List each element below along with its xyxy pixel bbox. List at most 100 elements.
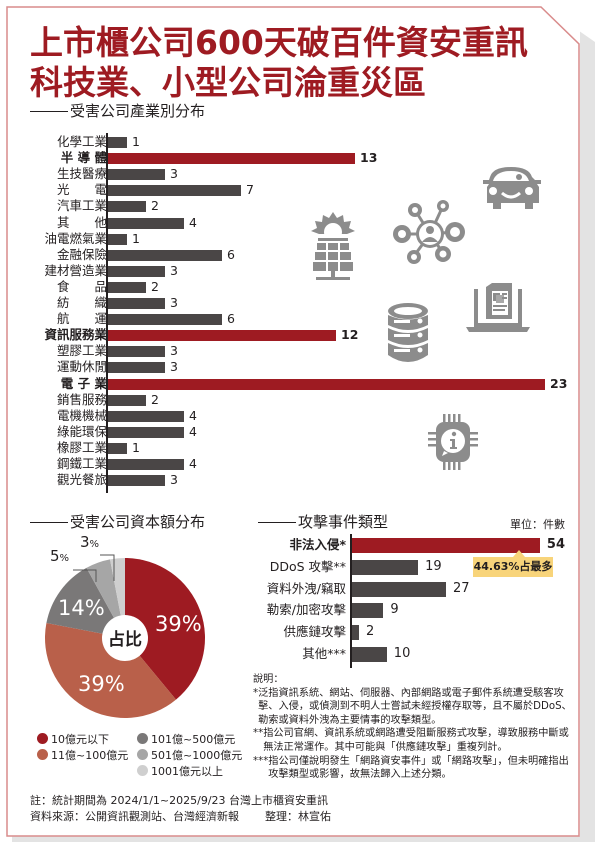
industry-label: 綠能環保 bbox=[56, 423, 107, 439]
industry-bar bbox=[108, 201, 146, 213]
attack-label: 勒索/加密攻擊 bbox=[266, 602, 346, 618]
industry-label: 紡 織 bbox=[56, 295, 107, 310]
industry-label: 航 運 bbox=[56, 311, 107, 327]
attack-bar bbox=[352, 625, 359, 641]
attack-bar bbox=[352, 647, 387, 662]
industry-bar bbox=[108, 137, 127, 148]
industry-bar bbox=[108, 281, 146, 293]
industry-value: 23 bbox=[550, 375, 568, 391]
notes: 說明： * 泛指資訊系統、網站、伺服器、內部網路或電子郵件系統遭受駭客攻擊、入侵，… bbox=[253, 673, 573, 782]
industry-label: 半 導 體 bbox=[60, 150, 107, 166]
legend-item-2: 11億~100億元 bbox=[37, 748, 128, 763]
footer-note: 註：統計期間為 2024/1/1~2025/9/23 台灣上市櫃資安重訊 bbox=[30, 794, 329, 807]
industry-bar bbox=[108, 346, 165, 358]
page-title-line2: 科技業、小型公司淪重災區 bbox=[30, 63, 426, 102]
footer-source-line: 資料來源：公開資訊觀測站、台灣經濟新報 整理：林宣佑 bbox=[30, 809, 331, 825]
industry-label: 油電燃氣業 bbox=[44, 230, 107, 246]
industry-bar bbox=[108, 394, 146, 406]
industry-value: 2 bbox=[151, 391, 159, 407]
pie-center-label: 占比 bbox=[108, 630, 142, 650]
attack-label: 供應鏈攻擊 bbox=[283, 624, 346, 640]
industry-axis bbox=[106, 133, 108, 493]
industry-label: 其 他 bbox=[56, 214, 107, 230]
industry-bar bbox=[108, 233, 127, 245]
legend-item-4: 501億~1000億元 bbox=[137, 748, 242, 763]
laptop-document-icon bbox=[466, 283, 530, 332]
industry-bar bbox=[108, 410, 184, 422]
industry-bar bbox=[108, 362, 165, 374]
industry-bar bbox=[108, 265, 165, 277]
industry-bar bbox=[108, 298, 165, 309]
attack-value: 19 bbox=[425, 558, 442, 574]
industry-label: 觀光餐旅 bbox=[56, 472, 107, 488]
attack-value: 10 bbox=[393, 646, 411, 661]
industry-value: 3 bbox=[170, 472, 178, 488]
industry-label: 光 電 bbox=[56, 182, 107, 198]
industry-bar bbox=[108, 475, 165, 487]
unit-label: 單位：件數 bbox=[510, 518, 565, 531]
industry-label: 化學工業 bbox=[56, 134, 107, 149]
industry-bar bbox=[108, 314, 222, 326]
industry-label: 鋼鐵工業 bbox=[56, 456, 107, 471]
industry-bar bbox=[108, 426, 184, 438]
legend-dot-icon bbox=[37, 733, 48, 744]
attack-value: 2 bbox=[365, 624, 375, 640]
industry-bar bbox=[108, 378, 545, 390]
industry-value: 1 bbox=[132, 134, 140, 149]
industry-value: 3 bbox=[170, 295, 178, 310]
database-icon bbox=[388, 303, 428, 362]
capital-subtitle-text: 受害公司資本額分布 bbox=[70, 513, 206, 531]
legend-item-1: 10億元以下 bbox=[37, 732, 109, 747]
industry-label: 金融保險 bbox=[56, 246, 107, 262]
network-user-icon bbox=[393, 200, 465, 264]
pie-pct-c: 14% bbox=[58, 596, 105, 620]
industry-value: 1 bbox=[132, 439, 140, 455]
pie-pct-e: 3% bbox=[80, 533, 100, 551]
industry-value: 12 bbox=[341, 327, 359, 343]
industry-value: 3 bbox=[170, 262, 178, 278]
industry-value: 4 bbox=[189, 214, 197, 230]
legend-item-3: 101億~500億元 bbox=[137, 732, 235, 747]
attack-subtitle-text: 攻擊事件類型 bbox=[298, 513, 389, 531]
pie-leader-5 bbox=[73, 569, 97, 582]
industry-bar bbox=[108, 459, 184, 470]
industry-value: 4 bbox=[189, 423, 197, 439]
industry-bar bbox=[108, 249, 222, 261]
industry-value: 6 bbox=[227, 246, 235, 262]
industry-label: 建材營造業 bbox=[44, 262, 107, 278]
industry-label: 銷售服務 bbox=[56, 391, 107, 407]
industry-bar bbox=[108, 217, 184, 229]
industry-value: 4 bbox=[189, 456, 197, 471]
page-title-line1: 上市櫃公司600天破百件資安重訊 bbox=[30, 23, 528, 62]
footer-source: 資料來源：公開資訊觀測站、台灣經濟新報 bbox=[30, 810, 239, 823]
industry-label: 資訊服務業 bbox=[44, 327, 107, 343]
attack-subtitle: 攻擊事件類型 bbox=[258, 511, 388, 532]
pie-leader-3 bbox=[100, 554, 115, 581]
attack-label: DDoS 攻擊** bbox=[269, 558, 346, 574]
attack-axis bbox=[350, 534, 352, 668]
capital-pie-chart bbox=[45, 554, 205, 718]
industry-value: 3 bbox=[170, 343, 178, 359]
industry-bar bbox=[108, 185, 241, 197]
attack-label: 非法入侵* bbox=[289, 537, 346, 552]
callout-badge: 44.63%占最多 bbox=[473, 550, 553, 577]
capital-subtitle: 受害公司資本額分布 bbox=[30, 511, 205, 532]
pie-slice bbox=[45, 623, 176, 718]
pie-slice bbox=[46, 567, 125, 638]
industry-value: 7 bbox=[246, 182, 254, 198]
legend-dot-icon bbox=[137, 733, 148, 744]
legend-dot-icon bbox=[137, 749, 148, 760]
industry-label: 食 品 bbox=[56, 278, 107, 294]
industry-bar bbox=[108, 330, 336, 342]
industry-label: 電 子 業 bbox=[60, 375, 107, 391]
attack-value: 27 bbox=[452, 580, 470, 596]
car-icon bbox=[483, 167, 541, 209]
attack-label: 資料外洩/竊取 bbox=[266, 580, 346, 596]
industry-value: 2 bbox=[151, 278, 159, 294]
attack-bar bbox=[352, 538, 540, 553]
industry-bar bbox=[108, 153, 355, 165]
footer: 註：統計期間為 2024/1/1~2025/9/23 台灣上市櫃資安重訊 資料來… bbox=[30, 793, 331, 825]
legend-dot-icon bbox=[37, 749, 48, 760]
industry-value: 4 bbox=[189, 407, 197, 423]
industry-value: 1 bbox=[132, 230, 140, 246]
